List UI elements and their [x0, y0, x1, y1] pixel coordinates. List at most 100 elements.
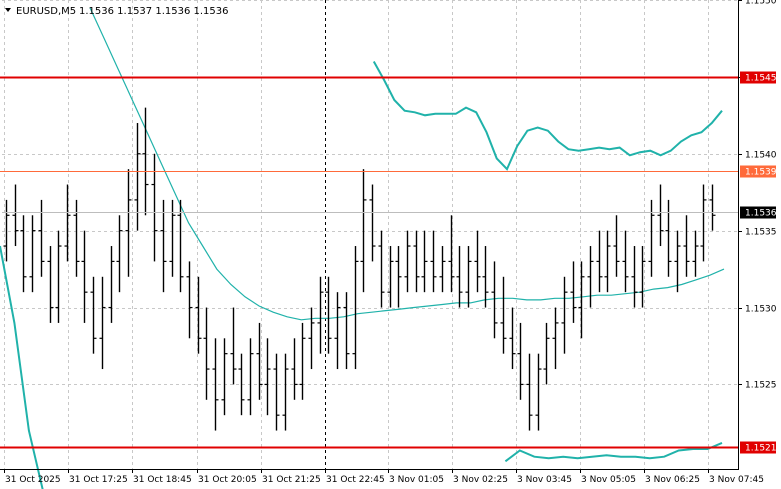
- price-tick-label: 1.1550: [745, 0, 777, 7]
- candle: [465, 246, 472, 308]
- candle: [108, 246, 115, 323]
- price-tick-label: 1.1535: [745, 228, 777, 238]
- moving-average-line: [89, 7, 725, 321]
- candle: [491, 261, 498, 339]
- candle: [517, 322, 524, 400]
- candle: [99, 276, 106, 370]
- time-tick-label: 31 Oct 18:45: [133, 475, 192, 485]
- price-level-tag: [740, 441, 776, 454]
- time-tick-label: 31 Oct 20:05: [198, 475, 257, 485]
- candle: [230, 307, 237, 385]
- price-tags-layer: 1.1545 1.1539 1.1521 1.1536: [740, 71, 777, 454]
- time-tick-label: 3 Nov 07:45: [709, 475, 764, 485]
- candle: [195, 276, 202, 354]
- current-price-tag: [740, 206, 776, 219]
- candle: [631, 246, 638, 308]
- candle: [20, 215, 27, 293]
- candle: [343, 292, 350, 370]
- candle: [221, 338, 228, 416]
- candle: [238, 353, 245, 416]
- candle: [81, 230, 88, 323]
- candle: [561, 276, 568, 354]
- candle: [360, 169, 367, 293]
- candle: [526, 353, 533, 431]
- ohlc-values: 1.1536 1.1537 1.1536 1.1536: [79, 6, 229, 17]
- candle: [474, 230, 481, 293]
- candle: [186, 261, 193, 339]
- price-level-tag-label: 1.1539: [745, 168, 777, 178]
- candle: [212, 338, 219, 431]
- candle: [413, 230, 420, 293]
- candle: [613, 215, 620, 277]
- candle: [47, 246, 54, 323]
- candle: [273, 353, 280, 431]
- candle: [709, 184, 716, 231]
- candle: [674, 230, 681, 293]
- candle: [421, 230, 428, 293]
- price-level-tag-label: 1.1521: [745, 444, 777, 454]
- price-level-tag-label: 1.1545: [745, 74, 777, 84]
- candle: [325, 276, 332, 354]
- candle: [352, 246, 359, 370]
- candle: [387, 246, 394, 308]
- candle: [587, 246, 594, 308]
- price-level-tag: [740, 71, 776, 84]
- candle: [125, 169, 132, 277]
- price-tick-label: 1.1530: [745, 305, 777, 315]
- time-tick-label: 3 Nov 01:05: [389, 475, 444, 485]
- horizontal-levels-layer: [0, 76, 738, 449]
- lower-band-line: [504, 441, 723, 463]
- candle: [622, 230, 629, 293]
- moving-average-layer: [0, 7, 725, 489]
- candle: [639, 246, 646, 308]
- candle: [482, 246, 489, 308]
- candle: [604, 230, 611, 293]
- candle: [456, 246, 463, 308]
- candle: [264, 338, 271, 416]
- candle: [395, 246, 402, 308]
- candle: [692, 230, 699, 277]
- candle: [317, 276, 324, 354]
- lower-band-line: [0, 245, 44, 489]
- candle: [160, 199, 167, 293]
- candle: [578, 261, 585, 339]
- candle: [369, 184, 376, 262]
- time-tick-label: 3 Nov 05:05: [581, 475, 636, 485]
- dropdown-triangle-icon[interactable]: [5, 8, 11, 12]
- time-axis: 31 Oct 2025 31 Oct 17:25 31 Oct 18:45 31 Oc…: [4, 469, 764, 485]
- price-tick-label: 1.1525: [745, 381, 777, 391]
- candle: [378, 230, 385, 308]
- candle: [657, 184, 664, 247]
- upper-band-line: [372, 61, 723, 171]
- time-tick-label: 3 Nov 06:25: [645, 475, 700, 485]
- candle: [177, 199, 184, 293]
- time-tick-label: 3 Nov 03:45: [517, 475, 572, 485]
- candle: [282, 353, 289, 431]
- candle: [570, 261, 577, 323]
- candle: [430, 230, 437, 293]
- candle: [448, 215, 455, 293]
- candle: [535, 353, 542, 431]
- candle: [256, 322, 263, 400]
- candle: [500, 276, 507, 354]
- candle: [683, 215, 690, 277]
- time-tick-label: 31 Oct 17:25: [69, 475, 128, 485]
- candle: [509, 307, 516, 370]
- candle: [64, 184, 71, 262]
- candle: [596, 230, 603, 293]
- time-tick-label: 3 Nov 02:25: [453, 475, 508, 485]
- candle: [299, 322, 306, 400]
- candle: [3, 199, 10, 262]
- candle: [404, 230, 411, 293]
- candle: [334, 292, 341, 370]
- time-tick-label: 31 Oct 22:45: [326, 475, 385, 485]
- candle: [308, 307, 315, 370]
- price-tick-label: 1.1540: [745, 151, 777, 161]
- price-level-tag: [740, 165, 776, 178]
- candle: [291, 338, 298, 400]
- candle: [12, 184, 19, 247]
- candle: [439, 246, 446, 293]
- candles-layer: [3, 107, 716, 431]
